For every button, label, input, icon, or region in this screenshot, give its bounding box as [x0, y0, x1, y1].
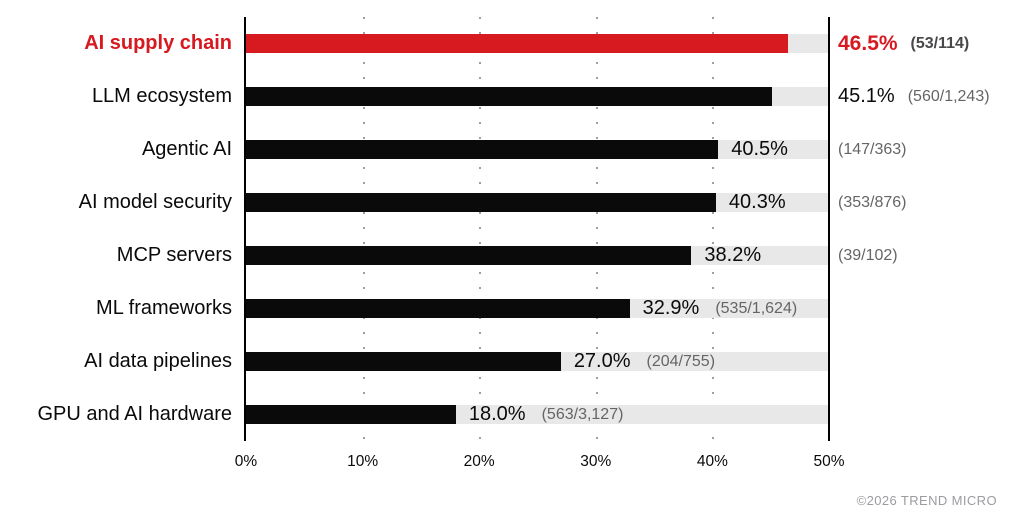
bar: [246, 405, 456, 424]
fraction-label: (560/1,243): [907, 87, 990, 105]
outside-labels: (353/876): [838, 176, 907, 229]
chart-row: AI supply chain 46.5% (53/114): [0, 17, 1019, 70]
category-label: AI data pipelines: [84, 350, 232, 372]
chart-row: Agentic AI 40.5% (147/363): [0, 123, 1019, 176]
category-label: GPU and AI hardware: [37, 403, 232, 425]
x-axis-tick-label: 20%: [463, 453, 495, 470]
chart-row: GPU and AI hardware 18.0% (563/3,127): [0, 388, 1019, 441]
category-label: AI supply chain: [84, 32, 232, 54]
copyright-text: ©2026 TREND MICRO: [856, 493, 997, 508]
x-axis-tick-label: 0%: [234, 453, 258, 470]
inside-labels: 27.0% (204/755): [574, 335, 715, 388]
category-label: MCP servers: [116, 244, 232, 266]
inside-labels: 32.9% (535/1,624): [643, 282, 798, 335]
fraction-label: (147/363): [838, 140, 907, 158]
percent-label: 40.5%: [731, 138, 788, 160]
inside-labels: 38.2%: [704, 229, 761, 282]
fraction-label: (204/755): [646, 352, 716, 370]
bar: [246, 193, 716, 212]
percent-label: 27.0%: [573, 350, 631, 372]
x-axis-tick-label: 50%: [813, 453, 845, 470]
bar-track: [246, 405, 829, 424]
bar: [246, 140, 719, 159]
gridline: [712, 17, 715, 441]
percent-label: 45.1%: [838, 85, 895, 107]
bar-rows: AI supply chain 46.5% (53/114) LLM ecosys…: [0, 17, 1019, 441]
category-label: ML frameworks: [96, 297, 232, 319]
chart-row: AI data pipelines 27.0% (204/755): [0, 335, 1019, 388]
fraction-label: (353/876): [838, 193, 907, 211]
bar-track: [246, 87, 829, 106]
fifty-percent-line: [828, 17, 830, 441]
percent-label: 46.5%: [838, 31, 898, 55]
percent-label: 38.2%: [704, 244, 762, 266]
bar: [246, 34, 789, 53]
bar-track: [246, 193, 829, 212]
bar: [246, 87, 772, 106]
outside-labels: (39/102): [838, 229, 898, 282]
inside-labels: 40.5%: [731, 123, 788, 176]
percent-label: 18.0%: [468, 403, 526, 425]
bar: [246, 299, 630, 318]
inside-labels: 18.0% (563/3,127): [469, 388, 624, 441]
x-axis-tick-label: 10%: [347, 453, 379, 470]
inside-labels: 40.3%: [729, 176, 786, 229]
chart-row: ML frameworks 32.9% (535/1,624): [0, 282, 1019, 335]
y-axis-line: [244, 17, 246, 441]
x-axis: 0% 10% 20% 30% 40% 50%: [0, 453, 1019, 473]
chart-row: MCP servers 38.2% (39/102): [0, 229, 1019, 282]
outside-labels: 45.1% (560/1,243): [838, 70, 990, 123]
percent-label: 32.9%: [642, 297, 700, 319]
chart-row: LLM ecosystem 45.1% (560/1,243): [0, 70, 1019, 123]
bar-track: [246, 352, 829, 371]
bar-track: [246, 34, 829, 53]
gridline: [362, 17, 365, 441]
bar: [246, 352, 561, 371]
bar: [246, 246, 692, 265]
fraction-label: (535/1,624): [715, 299, 798, 317]
gridline: [479, 17, 482, 441]
bar-track: [246, 299, 829, 318]
outside-labels: 46.5% (53/114): [838, 17, 969, 70]
x-axis-tick-label: 40%: [696, 453, 728, 470]
gridline: [595, 17, 598, 441]
chart-row: AI model security 40.3% (353/876): [0, 176, 1019, 229]
percent-label: 40.3%: [728, 191, 786, 213]
category-label: LLM ecosystem: [91, 85, 232, 107]
fraction-label: (563/3,127): [541, 405, 624, 423]
fraction-label: (39/102): [838, 246, 898, 264]
outside-labels: (147/363): [838, 123, 907, 176]
bar-track: [246, 140, 829, 159]
bar-track: [246, 246, 829, 265]
fraction-label: (53/114): [910, 34, 970, 52]
category-label: Agentic AI: [141, 138, 232, 160]
x-axis-tick-label: 30%: [580, 453, 612, 470]
category-label: AI model security: [78, 191, 232, 213]
